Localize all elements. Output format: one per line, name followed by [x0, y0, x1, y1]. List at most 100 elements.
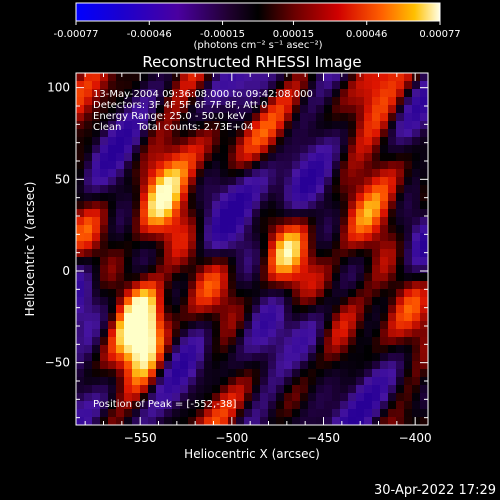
heatmap-cell [172, 81, 181, 90]
heatmap-cell [348, 137, 357, 146]
heatmap-cell [156, 401, 165, 410]
heatmap-cell [156, 121, 165, 130]
heatmap-cell [84, 401, 93, 410]
heatmap-cell [364, 417, 373, 425]
heatmap-cell [196, 129, 205, 138]
heatmap-cell [268, 153, 277, 162]
heatmap-cell [388, 217, 397, 226]
heatmap-cell [396, 297, 405, 306]
heatmap-cell [404, 377, 413, 386]
heatmap-cell [212, 153, 221, 162]
heatmap-cell [92, 137, 101, 146]
heatmap-cell [396, 89, 405, 98]
heatmap-cell [132, 153, 141, 162]
heatmap-cell [372, 201, 381, 210]
heatmap-cell [244, 209, 253, 218]
heatmap-cell [300, 273, 309, 282]
heatmap-cell [236, 337, 245, 346]
heatmap-cell [300, 281, 309, 290]
heatmap-cell [124, 385, 133, 394]
heatmap-cell [188, 321, 197, 330]
heatmap-cell [380, 177, 389, 186]
heatmap-cell [196, 321, 205, 330]
heatmap-cell [148, 145, 157, 154]
heatmap-cell [164, 225, 173, 234]
heatmap-cell [244, 409, 253, 418]
heatmap-cell [388, 81, 397, 90]
heatmap-cell [140, 249, 149, 258]
heatmap-cell [356, 153, 365, 162]
heatmap-cell [380, 377, 389, 386]
heatmap-cell [180, 97, 189, 106]
heatmap-cell [196, 153, 205, 162]
heatmap-cell [92, 313, 101, 322]
heatmap-cell [404, 361, 413, 370]
heatmap-cell [84, 201, 93, 210]
heatmap-cell [388, 377, 397, 386]
heatmap-cell [84, 281, 93, 290]
heatmap-cell [132, 185, 141, 194]
heatmap-cell [340, 321, 349, 330]
heatmap-cell [244, 401, 253, 410]
heatmap-cell [356, 97, 365, 106]
heatmap-cell [324, 313, 333, 322]
heatmap-cell [140, 161, 149, 170]
heatmap-cell [420, 385, 428, 394]
heatmap-cell [220, 321, 229, 330]
heatmap-cell [356, 241, 365, 250]
heatmap-cell [92, 249, 101, 258]
heatmap-cell [244, 217, 253, 226]
heatmap-cell [380, 281, 389, 290]
heatmap-cell [212, 217, 221, 226]
heatmap-cell [300, 217, 309, 226]
heatmap-cell [220, 113, 229, 122]
heatmap-cell [308, 385, 317, 394]
x-tick-label: −500 [215, 431, 248, 445]
heatmap-cell [236, 225, 245, 234]
heatmap-cell [116, 321, 125, 330]
heatmap-cell [372, 137, 381, 146]
heatmap-cell [396, 73, 405, 82]
heatmap-cell [380, 153, 389, 162]
heatmap-cell [380, 121, 389, 130]
heatmap-cell [364, 105, 373, 114]
heatmap-cell [260, 81, 269, 90]
heatmap-cell [220, 73, 229, 82]
heatmap-cell [204, 289, 213, 298]
heatmap-cell [92, 177, 101, 186]
heatmap-cell [212, 257, 221, 266]
heatmap-cell [316, 177, 325, 186]
heatmap-cell [412, 161, 421, 170]
heatmap-cell [116, 97, 125, 106]
heatmap-cell [164, 249, 173, 258]
heatmap-cell [108, 249, 117, 258]
heatmap-cell [212, 377, 221, 386]
heatmap-cell [244, 233, 253, 242]
heatmap-cell [196, 273, 205, 282]
heatmap-cell [140, 193, 149, 202]
heatmap-cell [380, 297, 389, 306]
heatmap-cell [276, 121, 285, 130]
heatmap-cell [324, 369, 333, 378]
heatmap-cell [188, 329, 197, 338]
heatmap-cell [276, 201, 285, 210]
heatmap-cell [348, 89, 357, 98]
heatmap-cell [252, 329, 261, 338]
heatmap-cell [308, 297, 317, 306]
heatmap-cell [364, 161, 373, 170]
heatmap-cell [332, 409, 341, 418]
heatmap-cell [124, 321, 133, 330]
heatmap-cell [156, 129, 165, 138]
heatmap-cell [348, 345, 357, 354]
heatmap-cell [316, 409, 325, 418]
heatmap-cell [260, 401, 269, 410]
heatmap-cell [332, 369, 341, 378]
heatmap-cell [76, 161, 85, 170]
heatmap-cell [404, 129, 413, 138]
heatmap-cell [308, 369, 317, 378]
heatmap-cell [156, 313, 165, 322]
heatmap-cell [76, 225, 85, 234]
heatmap-cell [316, 321, 325, 330]
heatmap-cell [188, 89, 197, 98]
heatmap-cell [396, 265, 405, 274]
